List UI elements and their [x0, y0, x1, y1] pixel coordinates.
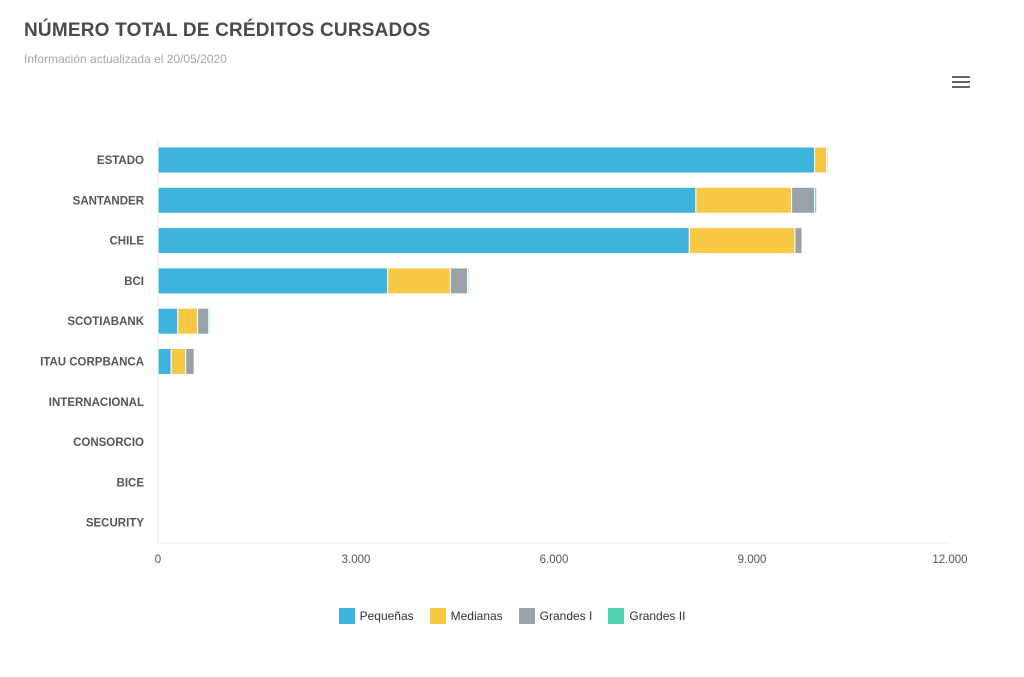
category-label: CHILE — [110, 236, 145, 248]
legend-label: Grandes II — [629, 609, 686, 623]
legend-item[interactable]: Grandes I — [518, 608, 593, 624]
x-tick-label: 12.000 — [932, 554, 967, 566]
bar-segment[interactable] — [814, 186, 818, 214]
x-tick-label: 0 — [155, 554, 161, 566]
category-label: SANTANDER — [73, 195, 145, 207]
hamburger-menu-icon[interactable] — [952, 76, 970, 90]
bar-segment[interactable] — [801, 227, 804, 255]
category-label: INTERNACIONAL — [49, 397, 144, 409]
x-tick-label: 3.000 — [342, 554, 371, 566]
bar-segment[interactable] — [208, 307, 211, 335]
stacked-bar-chart: ESTADO SANTANDER CHILE BCI SCOTIABANK ITAU CO… — [40, 140, 968, 566]
bar-segment[interactable] — [695, 186, 793, 214]
category-label: SECURITY — [86, 518, 144, 530]
x-tick-label: 6.000 — [540, 554, 569, 566]
category-label: CONSORCIO — [73, 437, 144, 449]
chart-legend: Pequeñas Medianas Grandes I Grandes II — [0, 608, 1024, 624]
legend-label: Grandes I — [539, 609, 593, 623]
bar-segment[interactable] — [157, 146, 816, 174]
bar-segment[interactable] — [185, 348, 195, 375]
bar-segment[interactable] — [794, 227, 803, 255]
category-label: BCI — [124, 276, 144, 288]
bar-segment[interactable] — [791, 186, 816, 214]
legend-label: Pequeñas — [359, 609, 414, 623]
legend-swatch — [338, 608, 355, 624]
legend-swatch — [518, 608, 535, 624]
category-label: ITAU CORPBANCA — [40, 357, 144, 369]
bar-segment[interactable] — [827, 146, 830, 174]
category-label: ESTADO — [97, 155, 144, 167]
bar-segment[interactable] — [157, 348, 172, 375]
bar-segment[interactable] — [157, 227, 690, 255]
legend-item[interactable]: Pequeñas — [338, 608, 414, 624]
legend-item[interactable]: Grandes II — [608, 608, 685, 624]
bar-segment[interactable] — [177, 307, 199, 335]
category-label: BICE — [117, 477, 145, 489]
legend-swatch — [429, 608, 446, 624]
bar-segment[interactable] — [197, 307, 210, 335]
category-label: SCOTIABANK — [67, 316, 144, 328]
bar-segment[interactable] — [170, 348, 187, 375]
legend-label: Medianas — [450, 609, 503, 623]
bar-segment[interactable] — [157, 307, 179, 335]
bar-segment[interactable] — [814, 146, 828, 174]
bar-segment[interactable] — [193, 348, 196, 375]
legend-swatch — [608, 608, 625, 624]
bar-segment[interactable] — [387, 267, 451, 295]
bar-segment[interactable] — [467, 267, 470, 295]
legend-item[interactable]: Medianas — [429, 608, 503, 624]
bar-segment[interactable] — [449, 267, 469, 295]
bar-segment[interactable] — [157, 186, 697, 214]
bar-segment[interactable] — [157, 267, 389, 295]
x-tick-label: 9.000 — [738, 554, 767, 566]
chart-subtitle: Información actualizada el 20/05/2020 — [24, 52, 227, 66]
bar-segment[interactable] — [688, 227, 796, 255]
chart-title: NÚMERO TOTAL DE CRÉDITOS CURSADOS — [24, 20, 431, 41]
